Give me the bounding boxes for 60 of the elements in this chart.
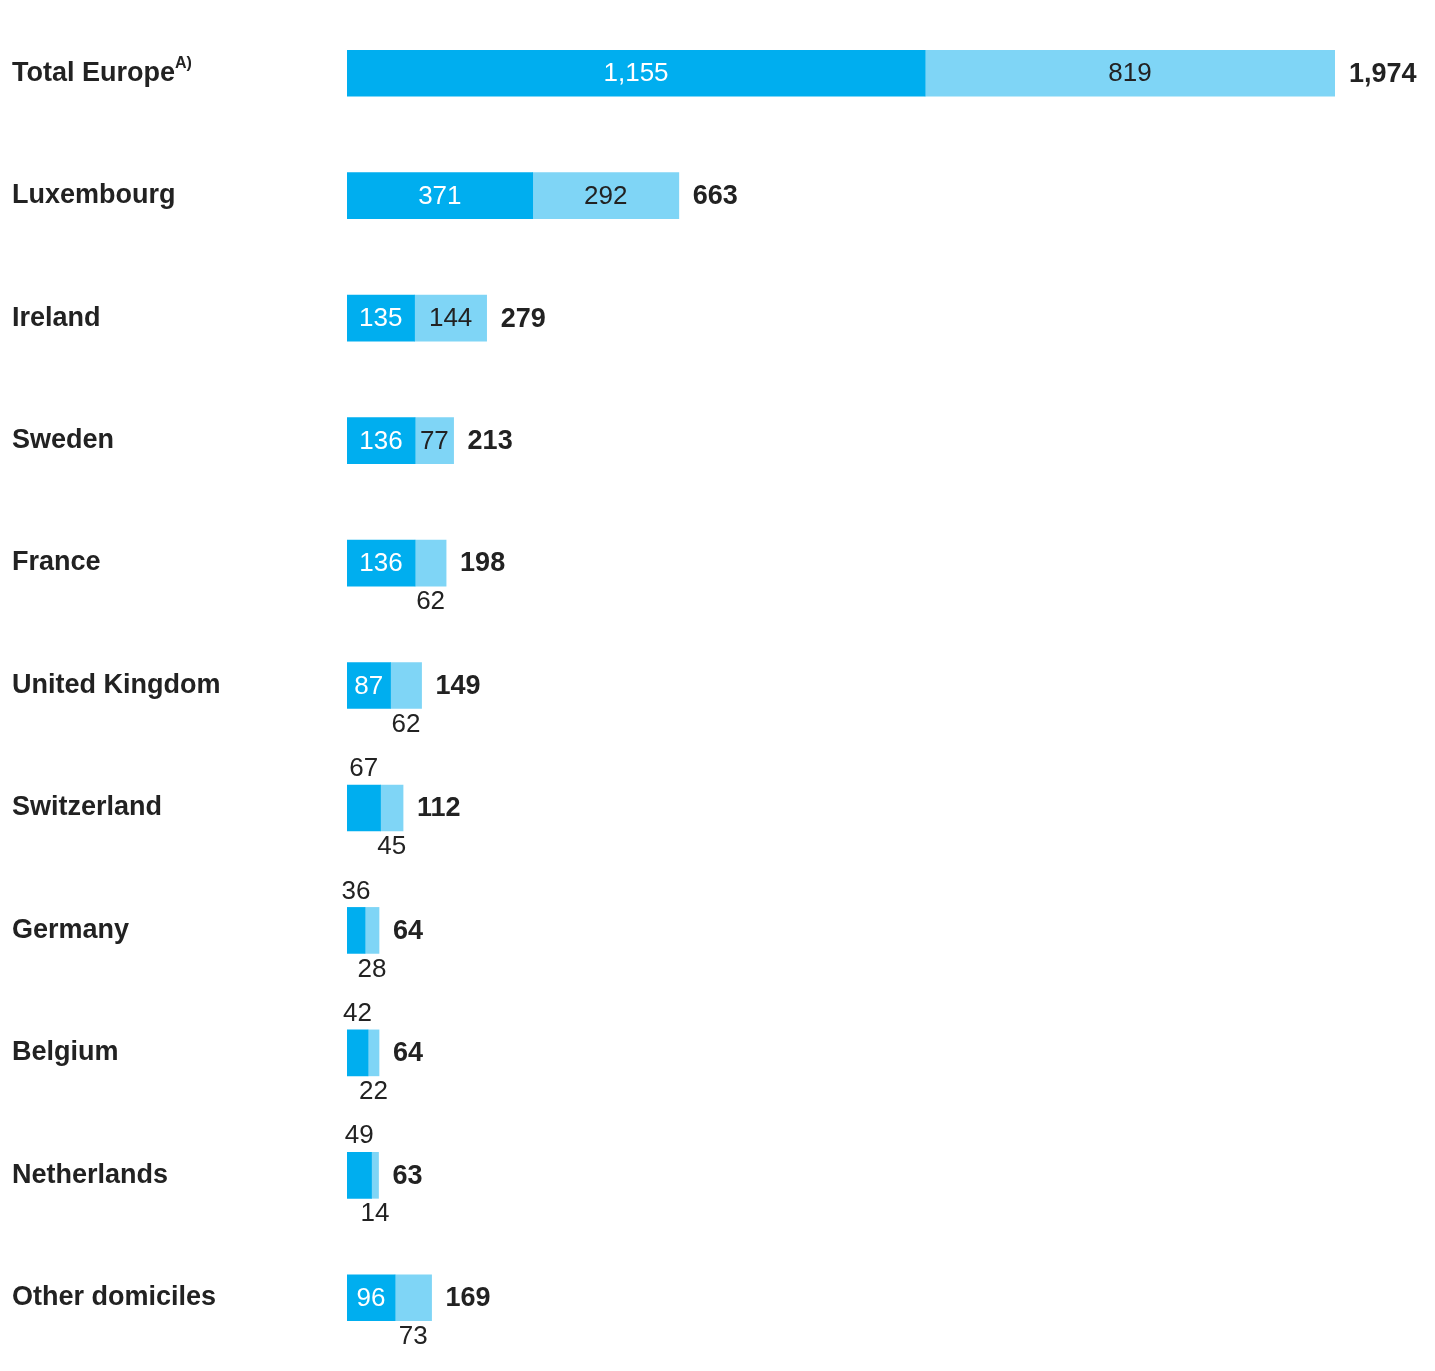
bar: [347, 172, 534, 220]
total-label: 213: [467, 425, 513, 456]
data-label: 14: [360, 1197, 390, 1228]
data-label: 36: [341, 874, 371, 905]
data-label: 136: [359, 547, 403, 578]
y-tick-label: Switzerland: [12, 791, 163, 822]
bar: [924, 49, 1335, 97]
total-label: 149: [435, 669, 481, 700]
data-label: 67: [349, 752, 379, 783]
bar: [532, 172, 680, 220]
y-tick-label: Germany: [12, 913, 130, 944]
bar: [414, 539, 447, 587]
y-tick-label: Netherlands: [12, 1158, 169, 1189]
bar: [347, 907, 366, 954]
total-label: 64: [393, 914, 424, 945]
y-tick-label: Belgium: [12, 1036, 119, 1067]
data-label: 49: [344, 1119, 374, 1150]
data-label: 62: [391, 707, 421, 738]
bar: [364, 907, 380, 954]
data-label: 28: [357, 952, 387, 983]
y-tick-label: Other domiciles: [12, 1281, 217, 1312]
total-label: 63: [392, 1159, 423, 1190]
total-label: 198: [460, 547, 506, 578]
data-label: 87: [354, 669, 384, 700]
data-label: 62: [416, 585, 446, 616]
data-label: 1,155: [603, 57, 669, 88]
data-label: 45: [377, 830, 407, 861]
bar: [371, 1151, 379, 1199]
data-label: 77: [419, 424, 449, 455]
bar: [347, 1029, 369, 1077]
y-tick-label: United Kingdom: [12, 668, 221, 699]
bar: [347, 784, 381, 832]
total-label: 663: [692, 180, 738, 211]
y-tick-label: Ireland: [12, 301, 101, 332]
total-label: 112: [417, 792, 461, 823]
data-label: 73: [398, 1319, 428, 1350]
bar: [347, 662, 391, 709]
total-label: 279: [500, 302, 546, 333]
y-tick-label: Sweden: [12, 424, 115, 455]
bar: [414, 417, 454, 464]
bar: [380, 784, 404, 832]
data-label: 22: [359, 1075, 388, 1106]
bar: [390, 662, 422, 709]
data-label: 371: [418, 179, 462, 210]
data-label: 42: [343, 997, 372, 1028]
data-label: 136: [359, 424, 403, 455]
bar: [347, 1151, 372, 1199]
data-label: 144: [428, 302, 473, 333]
y-tick-label: Luxembourg: [12, 179, 176, 210]
total-label: 1,974: [1349, 57, 1417, 88]
y-tick-label: France: [12, 546, 101, 577]
total-label: 64: [393, 1037, 424, 1068]
data-label: 819: [1108, 57, 1152, 88]
bar: [394, 1274, 432, 1322]
data-label: 292: [584, 179, 628, 210]
data-label: 96: [356, 1281, 386, 1312]
total-label: 169: [445, 1282, 491, 1313]
bar: [367, 1029, 380, 1077]
data-label: 135: [359, 302, 403, 333]
bar: [347, 49, 926, 97]
